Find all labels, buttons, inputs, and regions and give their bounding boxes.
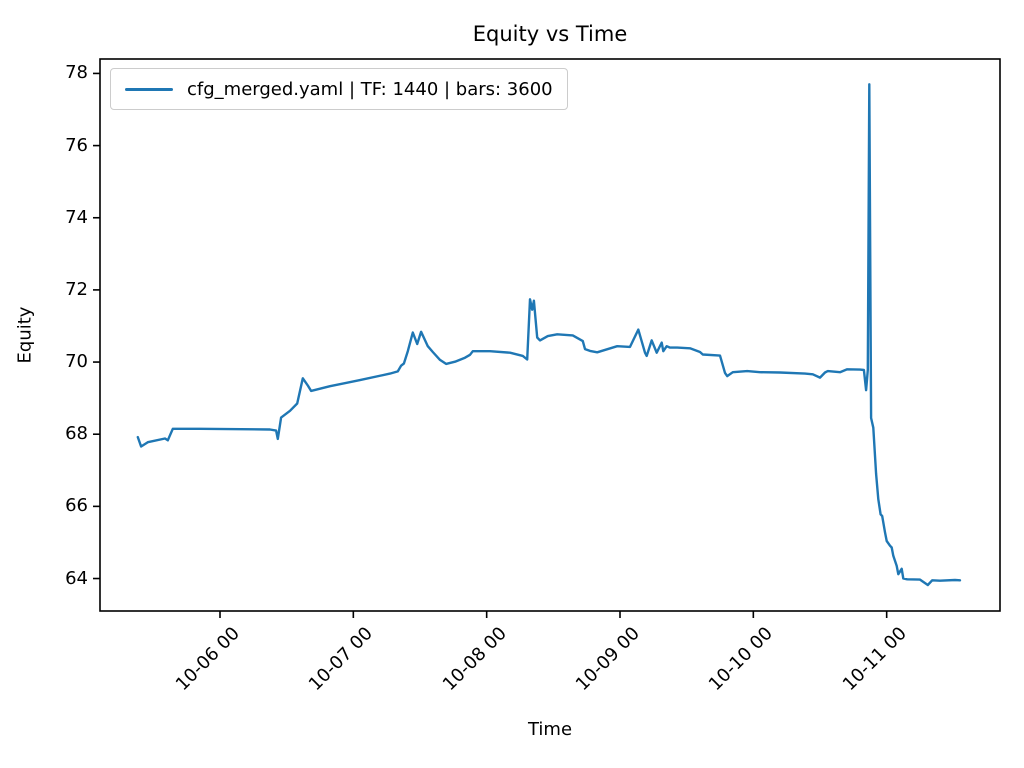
y-tick-label: 72 <box>65 278 88 300</box>
equity-line <box>136 83 962 587</box>
y-tick-label: 78 <box>65 62 88 84</box>
y-tick-label: 74 <box>65 206 88 228</box>
legend-line-sample <box>125 87 173 91</box>
x-axis-label: Time <box>527 719 573 740</box>
y-tick-label: 68 <box>65 423 88 445</box>
chart-title: Equity vs Time <box>472 22 628 46</box>
legend-label: cfg_merged.yaml | TF: 1440 | bars: 3600 <box>187 78 553 100</box>
legend: cfg_merged.yaml | TF: 1440 | bars: 3600 <box>110 68 568 110</box>
y-tick-label: 70 <box>65 351 88 373</box>
y-tick-label: 66 <box>65 495 88 517</box>
y-tick-label: 64 <box>65 567 88 589</box>
y-axis-label: Equity <box>14 306 36 364</box>
axes-spines <box>99 58 1001 612</box>
y-tick-label: 76 <box>65 134 88 156</box>
